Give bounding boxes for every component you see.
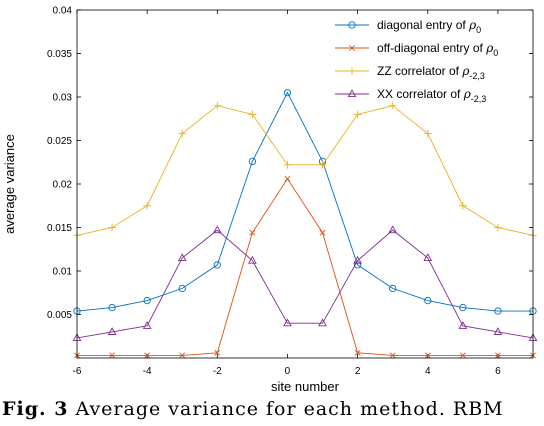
y-tick-label: 0.005	[47, 310, 72, 321]
data-point	[493, 327, 503, 335]
data-point	[248, 157, 257, 166]
y-tick-label: 0.025	[47, 136, 72, 147]
data-point	[143, 296, 151, 305]
data-point	[354, 349, 361, 356]
legend-entry: ZZ correlator of ρ-2,3	[335, 64, 485, 81]
data-point	[179, 352, 186, 359]
x-tick-label: 6	[495, 366, 501, 377]
caption-prefix: Fig. 3	[2, 398, 69, 420]
data-point	[494, 307, 502, 315]
series-line	[76, 91, 533, 312]
x-tick-label: -2	[213, 366, 222, 377]
legend-label: diagonal entry of ρ0	[377, 18, 481, 35]
data-point	[143, 201, 151, 210]
data-point	[213, 101, 222, 110]
data-point	[388, 225, 398, 234]
legend-label: ZZ correlator of ρ-2,3	[377, 64, 485, 81]
legend-label: off-diagonal entry of ρ0	[377, 41, 498, 58]
x-axis-ticks: -6 -4 -2 0 2 4 6	[73, 10, 501, 377]
data-point	[248, 255, 257, 264]
x-tick-label: 0	[285, 366, 291, 377]
data-point	[353, 255, 362, 264]
data-point	[108, 303, 116, 312]
data-point	[249, 229, 256, 236]
legend-marker	[348, 67, 356, 75]
data-point	[353, 110, 362, 119]
y-tick-label: 0.01	[53, 267, 73, 278]
data-point	[248, 110, 257, 119]
x-axis-label: site number	[271, 379, 340, 394]
data-point	[108, 223, 116, 232]
data-point	[283, 89, 292, 97]
variance-line-chart: -6 -4 -2 0 2 4 6 0.0050.010.0150.020.0250.030.…	[2, 6, 538, 394]
data-point	[142, 321, 152, 329]
data-point	[495, 352, 501, 359]
legend-marker	[349, 45, 355, 51]
data-point	[389, 284, 397, 293]
series-4	[72, 225, 538, 342]
data-point	[214, 349, 221, 356]
data-point	[107, 327, 117, 335]
x-tick-label: -4	[143, 366, 152, 377]
figure-caption: Fig. 3 Average variance for each method.…	[2, 398, 544, 420]
y-tick-label: 0.02	[53, 180, 73, 191]
legend-entry: off-diagonal entry of ρ0	[335, 41, 498, 58]
data-point	[388, 101, 397, 110]
data-point	[459, 201, 467, 210]
legend-entry: diagonal entry of ρ0	[335, 18, 481, 35]
legend-marker	[348, 21, 356, 29]
data-point	[424, 352, 431, 359]
data-point	[318, 318, 327, 327]
data-point	[283, 318, 292, 327]
plot-frame	[76, 9, 534, 359]
data-point	[212, 225, 222, 234]
y-tick-label: 0.04	[53, 6, 73, 17]
legend: diagonal entry of ρ0 off-diagonal entry o…	[335, 18, 498, 104]
data-point	[177, 253, 187, 261]
legend-label: XX correlator of ρ-2,3	[377, 87, 486, 104]
data-point	[353, 261, 362, 269]
legend-marker	[347, 89, 357, 98]
series-1	[73, 89, 537, 315]
data-point	[423, 129, 432, 138]
series-line	[76, 229, 534, 339]
y-tick-label: 0.03	[53, 93, 73, 104]
data-point	[178, 129, 187, 138]
data-point	[494, 223, 502, 232]
legend-entry: XX correlator of ρ-2,3	[335, 87, 486, 104]
data-point	[283, 161, 292, 169]
data-point	[459, 303, 467, 312]
data-point	[178, 284, 186, 293]
data-point	[109, 352, 115, 359]
data-point	[389, 352, 396, 359]
data-point	[423, 253, 433, 261]
series-line	[76, 105, 534, 236]
series-3	[73, 101, 537, 240]
y-tick-label: 0.015	[47, 223, 72, 234]
caption-text: Average variance for each method. RBM	[75, 398, 504, 420]
data-point	[458, 321, 468, 329]
y-axis-label: average variance	[2, 134, 17, 234]
x-tick-label: 4	[425, 366, 431, 377]
data-point	[459, 352, 466, 359]
x-tick-label: -6	[73, 366, 82, 377]
y-axis-ticks: 0.005 0.01 0.015 0.02 0.025 0.03 0.035 0.04	[47, 6, 533, 321]
data-point	[319, 229, 326, 236]
data-point	[284, 175, 291, 182]
series-layer	[72, 89, 538, 359]
data-point	[144, 352, 151, 359]
data-point	[424, 296, 432, 305]
data-point	[318, 161, 327, 169]
series-line	[77, 177, 533, 356]
series-2	[74, 175, 536, 359]
y-tick-label: 0.035	[47, 49, 72, 60]
data-point	[213, 261, 221, 269]
x-tick-label: 2	[355, 366, 361, 377]
